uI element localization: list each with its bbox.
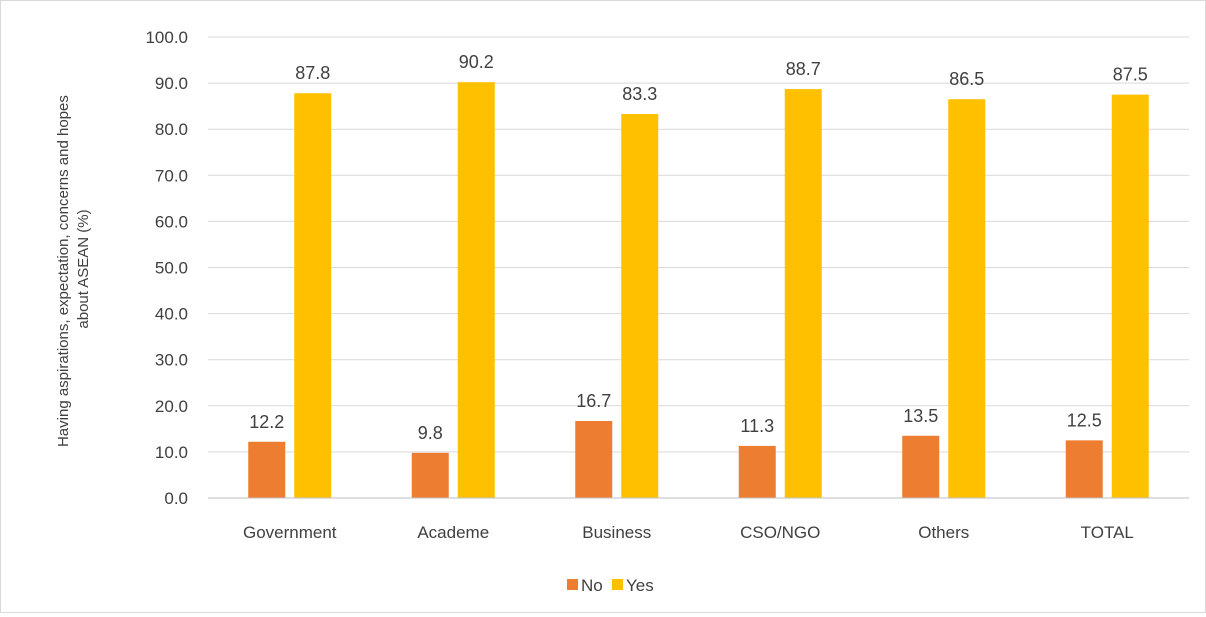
bar-yes	[948, 99, 986, 499]
x-category-label: CSO/NGO	[740, 523, 820, 542]
legend-swatch-no	[567, 579, 578, 590]
y-axis-title-line-1: Having aspirations, expectation, concern…	[55, 95, 72, 447]
data-label: 12.5	[1067, 410, 1102, 430]
y-tick-label: 20.0	[155, 397, 188, 416]
gridlines	[208, 36, 1189, 453]
x-category-label: TOTAL	[1081, 523, 1134, 542]
data-label: 12.2	[249, 412, 284, 432]
x-category-label: Government	[243, 523, 337, 542]
y-tick-label: 50.0	[155, 259, 188, 278]
x-category-label: Others	[918, 523, 969, 542]
y-tick-label: 40.0	[155, 305, 188, 324]
data-label: 87.5	[1113, 65, 1148, 85]
y-tick-label: 90.0	[155, 74, 188, 93]
y-tick-label: 100.0	[145, 28, 188, 47]
data-label: 87.8	[295, 63, 330, 83]
y-tick-label: 0.0	[164, 489, 188, 508]
bar-yes	[1111, 94, 1149, 498]
data-labels: 12.2 87.8 9.8 90.2 16.7 83.3 11.3 88.7 13.5 86.5 1…	[249, 52, 1148, 443]
data-label: 83.3	[622, 84, 657, 104]
data-label: 13.5	[903, 406, 938, 426]
bar-no	[738, 445, 776, 498]
x-category-label: Academe	[417, 523, 489, 542]
bar-no	[411, 452, 449, 498]
y-tick-label: 30.0	[155, 351, 188, 370]
data-label: 9.8	[418, 423, 443, 443]
legend-swatch-yes	[612, 579, 623, 590]
y-axis-title-line-2: about ASEAN (%)	[75, 209, 92, 328]
y-tick-label: 60.0	[155, 212, 188, 231]
legend: No Yes	[567, 576, 654, 595]
x-category-label: Business	[582, 523, 651, 542]
bar-no	[1065, 440, 1103, 498]
bar-yes	[294, 93, 332, 498]
bar-no	[248, 441, 286, 498]
bars	[248, 82, 1149, 499]
data-label: 16.7	[576, 391, 611, 411]
x-axis-categories: Government Academe Business CSO/NGO Others TO…	[243, 523, 1134, 542]
y-axis-title: Having aspirations, expectation, concern…	[55, 91, 92, 447]
bar-yes	[784, 89, 822, 498]
data-label: 11.3	[740, 416, 774, 436]
bar-no	[575, 421, 613, 498]
bar-yes	[621, 113, 659, 498]
y-tick-label: 70.0	[155, 166, 188, 185]
data-label: 86.5	[949, 69, 984, 89]
y-axis-ticks: 0.0 10.0 20.0 30.0 40.0 50.0 60.0 70.0 80.0 90.0 1…	[145, 28, 188, 508]
data-label: 88.7	[786, 59, 821, 79]
legend-label-no: No	[581, 576, 603, 595]
data-label: 90.2	[459, 52, 494, 72]
legend-label-yes: Yes	[626, 576, 654, 595]
bar-yes	[457, 82, 495, 498]
y-tick-label: 80.0	[155, 120, 188, 139]
y-tick-label: 10.0	[155, 443, 188, 462]
bar-no	[902, 435, 940, 498]
